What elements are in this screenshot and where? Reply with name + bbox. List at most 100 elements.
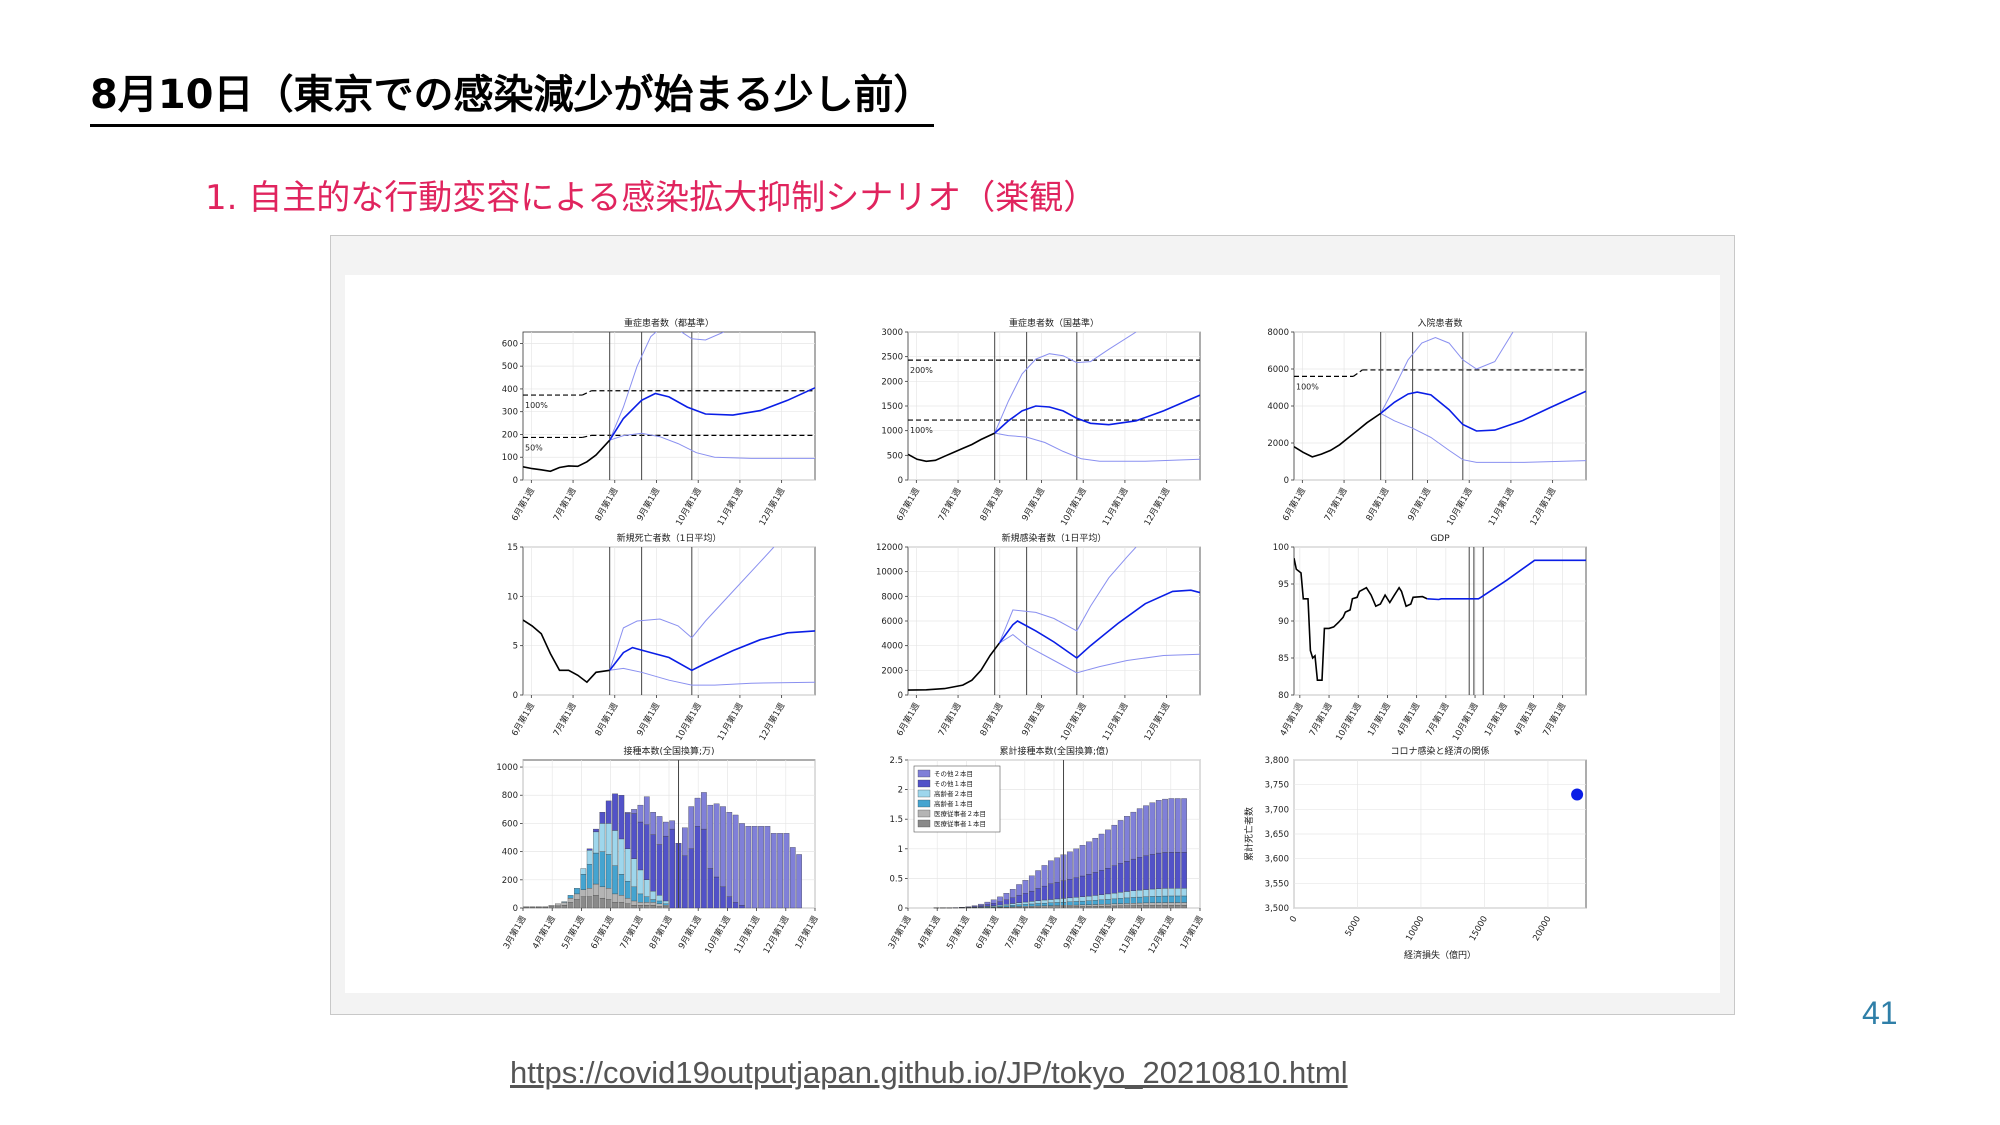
projection-line [998, 589, 1200, 660]
x-tick-label: 7月第1週 [618, 914, 646, 951]
y-tick-label: 600 [502, 339, 518, 349]
bar-segment [580, 889, 587, 897]
bar-segment [1155, 902, 1162, 906]
bar-segment [1130, 897, 1137, 904]
x-tick-label: 10000 [1404, 915, 1426, 943]
x-tick-label: 4月第1週 [1511, 701, 1539, 738]
bar-segment [663, 903, 669, 906]
chart-panel-4: 新規死亡者数（1日平均） 0 5 10 15 6月第1週 7月第1週 8月第1週 9月第1週 10… [507, 532, 816, 743]
bar-segment [650, 905, 656, 909]
y-tick-label: 0 [1284, 476, 1289, 486]
x-tick-label: 6月第1週 [894, 701, 922, 738]
chart-title: コロナ感染と経済の関係 [1390, 745, 1489, 757]
bar-segment [643, 902, 650, 906]
bar-segment [1022, 904, 1029, 907]
x-tick-label: 20000 [1531, 915, 1553, 943]
bar-segment [624, 881, 631, 899]
bar-segment [1092, 900, 1099, 905]
bar-segment [1181, 888, 1187, 897]
bar-segment [1086, 906, 1092, 909]
bar-segment [605, 899, 612, 909]
y-tick-label: 3,500 [1265, 904, 1289, 914]
plot-content [1294, 547, 1586, 695]
x-tick-label: 6月第1週 [1280, 486, 1308, 523]
bar-segment [1098, 899, 1105, 905]
upper-band-line [998, 547, 1137, 644]
reference-label: 50% [525, 443, 543, 452]
bar-segment [1041, 902, 1048, 906]
x-tick-label: 8月第1週 [978, 701, 1006, 738]
figure-canvas: 重症患者数（都基準） 0 100 200 300 400 500 600 6月第1週 7月第1週 8… [345, 275, 1720, 993]
chart-title: 重症患者数（都基準） [624, 317, 714, 329]
bar-segment [1035, 870, 1041, 889]
bar-segment [978, 905, 984, 907]
bar-segment [770, 833, 777, 909]
slide-title: 8月10日（東京での感染減少が始まる少し前） [90, 62, 934, 127]
x-tick-label: 8月第1週 [593, 701, 621, 738]
source-url-link[interactable]: https://covid19outputjapan.github.io/JP/… [510, 1055, 1348, 1090]
reference-label: 100% [1296, 382, 1319, 391]
bar-segment [1174, 851, 1181, 889]
bar-segment [1168, 798, 1175, 853]
bar-segment [1092, 837, 1099, 873]
x-tick-label: 10月第1週 [1088, 914, 1119, 956]
y-tick-label: 3000 [881, 328, 903, 338]
x-tick-label: 4月第1週 [1278, 701, 1306, 738]
projection-line [1427, 559, 1586, 601]
bar-segment [618, 795, 625, 840]
bar-segment [1041, 865, 1048, 887]
bar-segment [1079, 904, 1086, 907]
bar-segment [624, 848, 631, 882]
bar-segment [1111, 865, 1118, 894]
bar-segment [1079, 896, 1086, 902]
bar-segment [1028, 875, 1035, 892]
x-tick-label: 4月第1週 [915, 914, 943, 951]
x-tick-label: 10月第1週 [673, 486, 704, 528]
bar-segment [1079, 875, 1086, 897]
bar-segment [1016, 895, 1022, 903]
bar-segment [618, 838, 625, 875]
bar-segment [574, 888, 580, 895]
bar-segment [1149, 905, 1156, 909]
x-tick-label: 1月第1週 [1365, 701, 1393, 738]
bar-segment [720, 886, 726, 909]
bar-segment [586, 864, 593, 889]
bar-segment [643, 796, 650, 825]
bar-segment [1048, 905, 1054, 907]
bar-segment [1181, 798, 1187, 853]
y-tick-label: 5 [513, 642, 518, 652]
y-tick-label: 4000 [881, 642, 903, 652]
bar-segment [663, 900, 669, 904]
y-tick-label: 1000 [496, 763, 518, 773]
reference-label: 100% [525, 401, 548, 410]
bar-segment [758, 826, 764, 909]
bar-segment [682, 855, 688, 909]
bar-segment [777, 833, 783, 909]
bar-segment [643, 896, 650, 903]
lower-band-line [999, 633, 1200, 674]
legend-swatch [917, 789, 931, 798]
bar-segment [1054, 906, 1060, 909]
bar-segment [1016, 904, 1022, 907]
bar-segment [707, 804, 714, 869]
y-tick-label: 6000 [881, 617, 903, 627]
x-tick-label: 10月第1週 [673, 701, 704, 743]
bar-segment [555, 905, 561, 909]
bar-segment [1162, 888, 1168, 897]
bar-segment [1124, 891, 1130, 899]
bar-segment [1117, 898, 1124, 904]
bar-segment [1136, 857, 1143, 891]
bar-segment [1174, 902, 1181, 906]
bar-segment [1048, 899, 1054, 903]
x-tick-label: 5月第1週 [559, 914, 587, 951]
bar-segment [1181, 905, 1187, 909]
x-tick-label: 9月第1週 [1405, 486, 1433, 523]
bar-segment [599, 823, 606, 852]
bar-segment [599, 812, 606, 824]
bar-segment [1174, 895, 1181, 903]
x-tick-label: 12月第1週 [1528, 486, 1559, 528]
legend-label: 医療従事者１本目 [934, 819, 986, 828]
bar-segment [1136, 896, 1143, 904]
bar-segment [580, 896, 587, 909]
x-tick-label: 8月第1週 [1364, 486, 1392, 523]
